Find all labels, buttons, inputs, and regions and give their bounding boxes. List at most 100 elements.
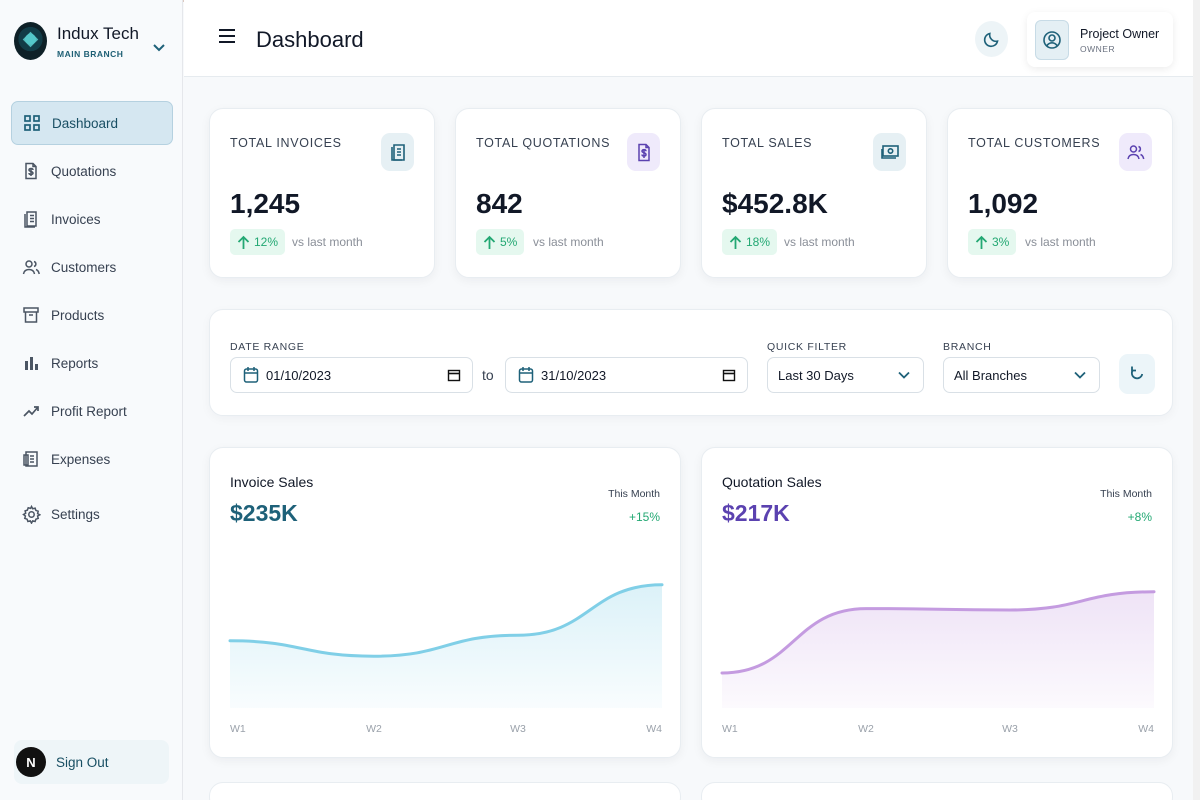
arrow-up-icon <box>483 235 496 249</box>
invoice-sales-chart: W1 W2 W3 W4 <box>228 583 664 735</box>
chart-total-value: $217K <box>722 500 790 526</box>
sidebar-item-settings[interactable]: Settings <box>11 492 173 536</box>
stat-label: TOTAL CUSTOMERS <box>968 136 1101 150</box>
stat-label: TOTAL SALES <box>722 136 813 150</box>
invoice-icon <box>381 133 414 171</box>
trend-badge: 12% <box>230 229 286 255</box>
chart-series-line <box>720 590 1156 675</box>
sidebar-item-label: Invoices <box>51 211 101 227</box>
date-picker-icon[interactable] <box>722 368 736 382</box>
arrow-up-icon <box>975 235 988 249</box>
sign-out-label: Sign Out <box>56 754 109 770</box>
top-header: Dashboard Project Owner OWNER <box>184 0 1200 77</box>
brand-text: Indux Tech MAIN BRANCH <box>57 24 139 59</box>
profile-role: OWNER <box>1080 44 1116 54</box>
chart-series-line <box>228 583 664 658</box>
current-branch: MAIN BRANCH <box>57 48 124 59</box>
gear-icon <box>21 504 41 524</box>
x-axis-tick-label: W3 <box>1002 723 1018 735</box>
trend-badge: 5% <box>476 229 525 255</box>
chevron-down-icon <box>153 44 165 52</box>
vertical-scrollbar[interactable] <box>1193 0 1200 800</box>
calendar-icon <box>243 367 259 383</box>
trend-value: 12% <box>254 235 279 249</box>
end-date-input[interactable]: 31/10/2023 <box>505 357 748 393</box>
sidebar: Indux Tech MAIN BRANCH Dashboard Quotati… <box>0 0 183 800</box>
sidebar-item-profit-report[interactable]: Profit Report <box>11 389 173 433</box>
dollar-document-icon <box>627 133 660 171</box>
date-picker-icon[interactable] <box>447 368 461 382</box>
hamburger-menu-icon[interactable] <box>218 28 236 44</box>
chart-title: Invoice Sales <box>230 474 314 490</box>
start-date-input[interactable]: 01/10/2023 <box>230 357 473 393</box>
invoice-sales-chart-card: Invoice Sales $235K This Month +15% W1 W2… <box>209 447 681 758</box>
trending-up-icon <box>21 401 41 421</box>
sidebar-item-products[interactable]: Products <box>11 293 173 337</box>
users-icon <box>1119 133 1152 171</box>
comparison-text: vs last month <box>292 235 363 249</box>
comparison-text: vs last month <box>784 235 855 249</box>
comparison-text: vs last month <box>1025 235 1096 249</box>
branch-label: BRANCH <box>943 341 992 353</box>
x-axis-tick-label: W4 <box>646 723 662 735</box>
money-icon <box>873 133 906 171</box>
sidebar-item-reports[interactable]: Reports <box>11 341 173 385</box>
x-axis-tick-label: W3 <box>510 723 526 735</box>
refresh-button[interactable] <box>1119 354 1155 394</box>
sidebar-item-quotations[interactable]: Quotations <box>11 149 173 193</box>
calendar-icon <box>518 367 534 383</box>
x-axis-tick-label: W4 <box>1138 723 1154 735</box>
date-range-label: DATE RANGE <box>230 341 305 353</box>
company-name: Indux Tech <box>57 23 139 43</box>
dollar-document-icon <box>21 161 41 181</box>
stat-value: 1,245 <box>230 188 301 219</box>
stat-value: 1,092 <box>968 188 1039 219</box>
end-date-value: 31/10/2023 <box>541 367 607 383</box>
page-title: Dashboard <box>256 27 364 52</box>
quotation-sales-chart-card: Quotation Sales $217K This Month +8% W1 W… <box>701 447 1173 758</box>
next-card-partial <box>701 782 1173 800</box>
stat-card-total-sales: TOTAL SALES $452.8K 18% vs last month <box>701 108 927 278</box>
quick-filter-select[interactable]: Last 30 Days <box>767 357 924 393</box>
trend-value: 5% <box>500 235 518 249</box>
user-avatar: N <box>16 747 46 777</box>
chart-period: This Month <box>1100 488 1152 500</box>
sidebar-item-label: Customers <box>51 259 117 275</box>
x-axis-tick-label: W1 <box>230 723 246 735</box>
chart-change: +15% <box>628 510 660 524</box>
profile-menu-button[interactable]: Project Owner OWNER <box>1027 12 1173 67</box>
chart-title: Quotation Sales <box>722 474 822 490</box>
chart-area-fill <box>722 591 1154 708</box>
bar-chart-icon <box>21 353 41 373</box>
stat-card-total-invoices: TOTAL INVOICES 1,245 12% vs last month <box>209 108 435 278</box>
arrow-up-icon <box>237 235 250 249</box>
stat-label: TOTAL INVOICES <box>230 136 342 150</box>
sidebar-item-invoices[interactable]: Invoices <box>11 197 173 241</box>
quotation-sales-chart: W1 W2 W3 W4 <box>720 590 1156 735</box>
sidebar-item-expenses[interactable]: Expenses <box>11 437 173 481</box>
archive-box-icon <box>21 305 41 325</box>
branch-value: All Branches <box>954 367 1027 383</box>
chart-total-value: $235K <box>230 500 298 526</box>
quick-filter-label: QUICK FILTER <box>767 341 847 353</box>
stat-card-total-quotations: TOTAL QUOTATIONS 842 5% vs last month <box>455 108 681 278</box>
user-circle-icon <box>1035 20 1069 60</box>
stat-card-total-customers: TOTAL CUSTOMERS 1,092 3% vs last month <box>947 108 1173 278</box>
chart-period: This Month <box>608 488 660 500</box>
sidebar-item-dashboard[interactable]: Dashboard <box>11 101 173 145</box>
branch-select[interactable]: All Branches <box>943 357 1100 393</box>
sign-out-button[interactable]: N Sign Out <box>14 740 169 784</box>
sidebar-item-label: Expenses <box>51 451 111 467</box>
branch-switcher[interactable]: Indux Tech MAIN BRANCH <box>14 20 174 62</box>
sidebar-item-customers[interactable]: Customers <box>11 245 173 289</box>
chart-change: +8% <box>1127 510 1152 524</box>
theme-toggle-button[interactable] <box>975 21 1008 57</box>
trend-badge: 18% <box>722 229 778 255</box>
filter-panel: DATE RANGE 01/10/2023 to 31/10/2023 QUIC… <box>209 309 1173 416</box>
dashboard-grid-icon <box>22 113 42 133</box>
stat-value: 842 <box>476 188 523 219</box>
arrow-up-icon <box>729 235 742 249</box>
expense-icon <box>21 449 41 469</box>
stat-label: TOTAL QUOTATIONS <box>476 136 611 150</box>
x-axis-tick-label: W2 <box>366 723 382 735</box>
